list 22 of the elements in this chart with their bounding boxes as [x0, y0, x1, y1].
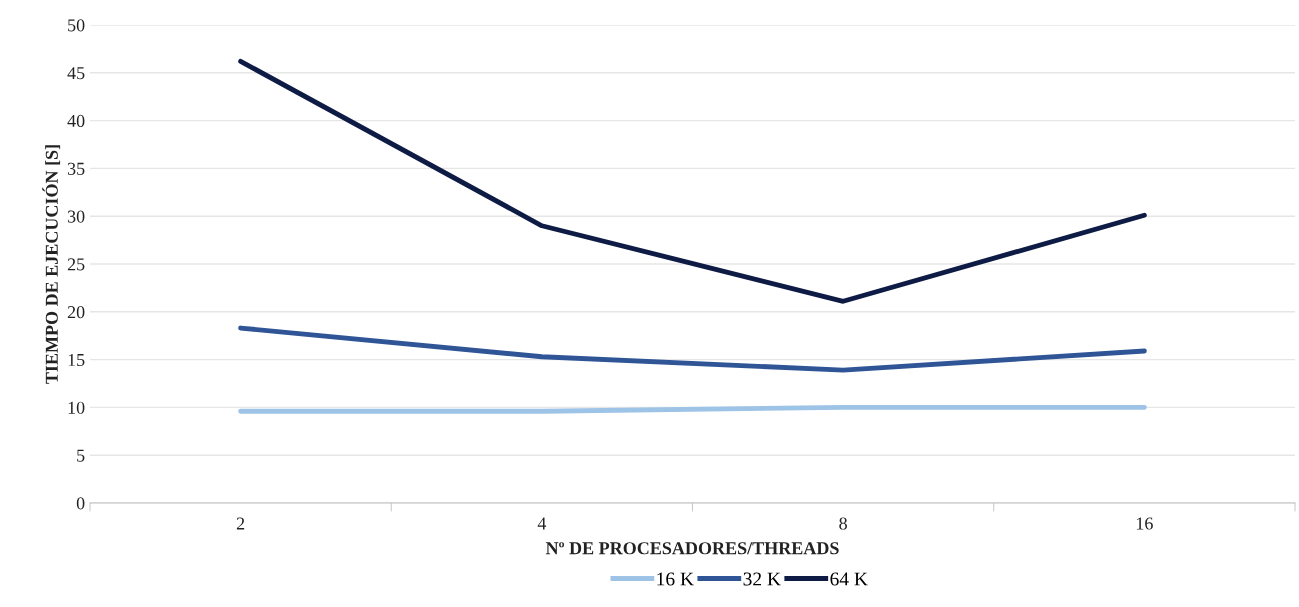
x-tick-label: 16: [1136, 517, 1153, 530]
legend-label: 64 K: [830, 572, 868, 586]
y-tick-label: 5: [77, 449, 85, 462]
legend-label: 32 K: [743, 572, 781, 586]
y-tick-label: 25: [67, 258, 85, 271]
y-tick-label: 35: [67, 162, 85, 175]
y-tick-label: 40: [67, 114, 85, 128]
line-series: [238, 58, 1147, 304]
x-tick-label: 2: [236, 517, 245, 530]
y-tick-label: 50: [68, 19, 85, 32]
x-axis-title: Nº DE PROCESADORES/THREADS: [545, 542, 839, 555]
y-tick-label: 15: [68, 353, 85, 367]
legend-label: 16 K: [657, 572, 694, 586]
y-axis-title: TIEMPO DE EJECUCIÓN [S]: [42, 145, 61, 384]
y-tick-label: 45: [67, 67, 85, 80]
line-series: [238, 325, 1147, 373]
y-tick-label: 10: [68, 401, 85, 414]
x-tick-label: 4: [537, 517, 547, 530]
y-tick-label: 20: [67, 306, 85, 319]
y-tick-label: 0: [76, 497, 85, 510]
x-tick-label: 8: [839, 517, 847, 530]
y-tick-label: 30: [67, 210, 85, 223]
